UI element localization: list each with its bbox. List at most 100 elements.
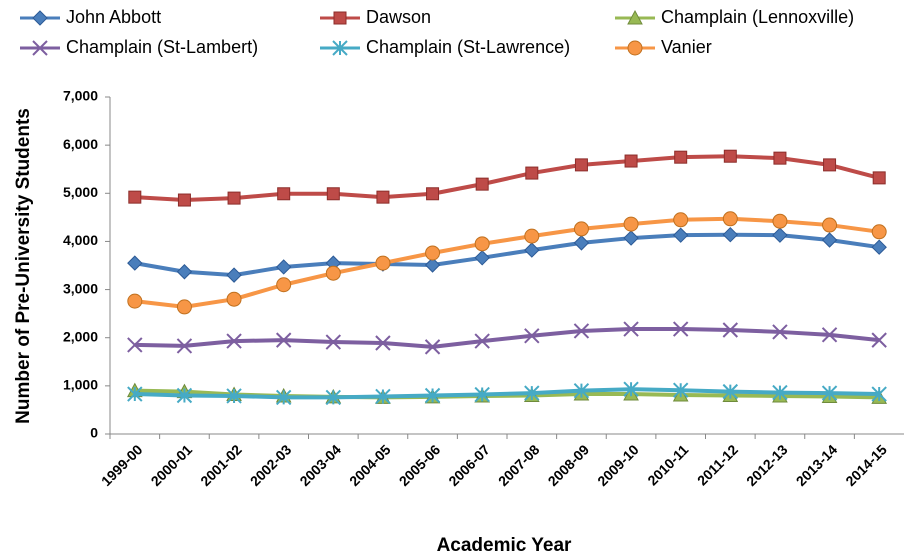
marker: [128, 190, 142, 204]
marker: [127, 293, 143, 309]
x-tick-label: 2011-12: [694, 441, 741, 488]
marker: [276, 277, 292, 293]
marker: [176, 299, 192, 315]
marker: [772, 213, 788, 229]
marker: [127, 337, 143, 353]
x-tick-label: 2004-05: [346, 441, 394, 489]
marker: [474, 386, 490, 403]
marker: [871, 332, 887, 348]
y-axis-title: Number of Pre-University Students: [13, 108, 34, 424]
x-tick-label: 2006-07: [445, 441, 493, 489]
x-tick-label: 1999-00: [98, 441, 146, 489]
marker: [275, 332, 292, 348]
marker: [475, 177, 489, 191]
y-tick-label: 6,000: [63, 136, 98, 152]
marker: [722, 211, 738, 227]
marker: [525, 166, 539, 180]
legend-label: Champlain (St-Lawrence): [366, 37, 570, 57]
series: [127, 211, 887, 315]
marker: [524, 228, 540, 244]
marker: [871, 239, 887, 255]
marker: [823, 158, 837, 172]
marker: [573, 235, 590, 251]
x-tick-label: 2008-09: [545, 441, 593, 489]
x-tick-label: 2007-08: [495, 441, 543, 489]
legend-label: John Abbott: [66, 7, 161, 27]
marker: [375, 335, 391, 351]
marker: [424, 339, 441, 355]
legend-label: Champlain (Lennoxville): [661, 7, 854, 27]
line: [134, 387, 880, 400]
marker: [375, 255, 391, 271]
line: [134, 154, 880, 203]
marker: [573, 382, 590, 399]
marker: [226, 333, 242, 349]
marker: [127, 255, 143, 271]
marker: [624, 154, 638, 168]
x-tick-label: 2013-14: [793, 441, 841, 489]
marker: [376, 190, 390, 204]
y-tick-label: 3,000: [63, 280, 98, 296]
marker: [325, 389, 342, 406]
x-tick-label: 2003-04: [296, 441, 344, 489]
marker: [227, 191, 241, 205]
marker: [332, 40, 348, 56]
marker: [524, 328, 540, 344]
marker: [524, 385, 540, 401]
marker: [524, 242, 540, 258]
line: [134, 232, 880, 278]
marker: [474, 333, 490, 349]
marker: [822, 217, 838, 233]
marker: [722, 322, 739, 338]
x-tick-label: 2009-10: [594, 441, 642, 489]
y-tick-label: 0: [90, 425, 98, 441]
marker: [226, 388, 242, 404]
marker: [573, 221, 589, 237]
marker: [326, 187, 340, 201]
marker: [32, 40, 48, 56]
series: [127, 381, 887, 406]
marker: [627, 40, 643, 56]
marker: [673, 212, 689, 228]
line: [134, 216, 880, 309]
marker: [871, 386, 887, 402]
x-tick-label: 2002-03: [247, 441, 295, 489]
x-tick-label: 2010-11: [644, 441, 691, 488]
marker: [772, 324, 788, 340]
marker: [375, 388, 391, 405]
marker: [176, 264, 193, 280]
marker: [672, 227, 689, 243]
marker: [623, 381, 639, 397]
x-tick-label: 2001-02: [197, 441, 245, 489]
marker: [573, 323, 590, 339]
marker: [672, 382, 689, 398]
x-tick-label: 2014-15: [842, 441, 890, 489]
marker: [623, 216, 639, 232]
marker: [722, 226, 739, 243]
x-axis-title: Academic Year: [437, 535, 572, 556]
marker: [333, 11, 347, 25]
marker: [772, 384, 788, 401]
marker: [623, 230, 639, 246]
marker: [474, 236, 490, 252]
marker: [424, 387, 441, 404]
marker: [821, 327, 838, 343]
y-tick-label: 4,000: [63, 232, 98, 248]
marker: [773, 151, 787, 165]
marker: [176, 387, 193, 404]
y-tick-label: 7,000: [63, 88, 98, 104]
y-tick-label: 2,000: [63, 328, 98, 344]
marker: [772, 227, 788, 243]
marker: [672, 321, 689, 337]
legend-label: Dawson: [366, 7, 431, 27]
marker: [821, 232, 838, 248]
marker: [674, 150, 688, 164]
marker: [623, 321, 639, 337]
marker: [872, 171, 886, 185]
series: [128, 149, 886, 207]
marker: [627, 9, 643, 25]
legend-label: Champlain (St-Lambert): [66, 37, 258, 57]
y-tick-label: 1,000: [63, 377, 98, 393]
marker: [226, 267, 242, 283]
